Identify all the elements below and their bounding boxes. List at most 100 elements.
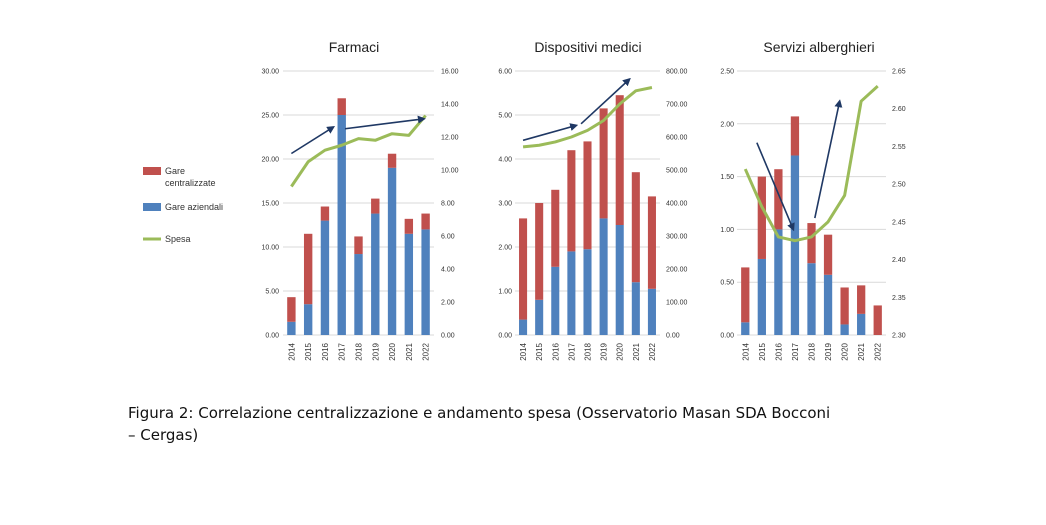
chart-title: Dispositivi medici — [534, 39, 641, 55]
spesa-line — [743, 84, 879, 243]
bar-gare-aziendali — [551, 266, 560, 335]
trend-arrow — [756, 142, 795, 232]
chart-dispositivi-medici: Dispositivi medici 0.00 1.00 2.00 3.00 4.00 5.… — [498, 39, 687, 361]
left-axis-tick-label: 0.50 — [720, 280, 734, 287]
left-axis-tick-label: 0.00 — [498, 333, 512, 340]
legend-label: Spesa — [165, 234, 191, 244]
legend-label: centralizzate — [165, 178, 216, 188]
right-axis-tick-label: 2.55 — [892, 144, 906, 151]
right-axis-tick-label: 2.00 — [441, 300, 455, 307]
bar-gare-aziendali — [807, 263, 816, 335]
bar-gare-centralizzate — [599, 108, 608, 219]
right-axis-tick-label: 2.50 — [892, 182, 906, 189]
chart-title: Farmaci — [329, 39, 380, 55]
right-axis-tick-label: 2.45 — [892, 219, 906, 226]
right-axis-tick-label: 0.00 — [441, 333, 455, 340]
right-axis-tick-label: 4.00 — [441, 267, 455, 274]
bar-gare-aziendali — [647, 288, 656, 335]
trend-arrow — [344, 115, 426, 130]
left-axis-tick-label: 25.00 — [261, 113, 279, 120]
right-axis-tick-label: 600.00 — [666, 135, 688, 142]
bar-gare-centralizzate — [354, 236, 363, 255]
legend-label: Gare aziendali — [165, 202, 223, 212]
left-axis-tick-label: 0.00 — [720, 333, 734, 340]
bar-gare-aziendali — [567, 251, 576, 335]
right-axis-tick-label: 2.40 — [892, 257, 906, 264]
bar-gare-centralizzate — [303, 233, 313, 305]
right-axis-tick-label: 700.00 — [666, 102, 688, 109]
x-tick-label: 2017 — [791, 342, 800, 360]
left-axis-tick-label: 2.00 — [498, 245, 512, 252]
bar-gare-aziendali — [599, 218, 608, 335]
x-tick-label: 2015 — [758, 342, 767, 360]
bar-gare-centralizzate — [519, 218, 528, 320]
bar-gare-centralizzate — [404, 218, 414, 234]
bar-gare-centralizzate — [857, 285, 866, 314]
right-axis-tick-label: 500.00 — [666, 168, 688, 175]
bar-gare-centralizzate — [535, 203, 544, 300]
bar-gare-centralizzate — [551, 189, 560, 267]
bar-gare-aziendali — [757, 258, 766, 335]
spesa-line — [290, 114, 427, 188]
x-tick-label: 2017 — [338, 342, 347, 360]
x-tick-label: 2020 — [388, 342, 397, 360]
bar-gare-aziendali — [790, 155, 800, 335]
left-axis-tick-label: 0.00 — [265, 333, 279, 340]
bar-gare-centralizzate — [823, 234, 833, 275]
bar-gare-centralizzate — [421, 213, 430, 230]
left-axis-tick-label: 6.00 — [498, 69, 512, 76]
bar-gare-aziendali — [371, 213, 380, 335]
x-tick-label: 2021 — [405, 342, 414, 360]
bar-gare-centralizzate — [337, 98, 346, 115]
x-tick-label: 2018 — [808, 342, 817, 360]
left-axis-tick-label: 1.00 — [720, 227, 734, 234]
x-tick-label: 2016 — [551, 342, 560, 360]
x-tick-label: 2014 — [519, 342, 528, 360]
x-tick-label: 2020 — [841, 342, 850, 360]
right-axis-tick-label: 300.00 — [666, 234, 688, 241]
x-tick-label: 2016 — [774, 342, 783, 360]
left-axis-tick-label: 2.00 — [720, 121, 734, 128]
trend-arrow — [814, 99, 843, 219]
trend-arrow — [290, 126, 336, 155]
bar-gare-centralizzate — [583, 141, 592, 250]
bar-gare-centralizzate — [387, 153, 397, 168]
bar-gare-aziendali — [535, 299, 544, 335]
right-axis-tick-label: 16.00 — [441, 69, 459, 76]
right-axis-tick-label: 800.00 — [666, 69, 688, 76]
bar-gare-centralizzate — [615, 95, 624, 225]
x-tick-label: 2017 — [567, 342, 576, 360]
bar-gare-centralizzate — [371, 198, 380, 214]
left-axis-tick-label: 4.00 — [498, 157, 512, 164]
x-tick-label: 2019 — [824, 342, 833, 360]
chart-farmaci: Farmaci 0.00 5.00 10.00 15.00 20.00 25.00 30.00… — [261, 39, 458, 361]
x-tick-label: 2015 — [304, 342, 313, 360]
bar-gare-aziendali — [823, 274, 833, 335]
left-axis-tick-label: 5.00 — [265, 289, 279, 296]
trend-arrow — [580, 77, 631, 125]
legend-label: Gare — [165, 166, 185, 176]
bar-gare-centralizzate — [757, 176, 766, 259]
bar-gare-aziendali — [303, 304, 313, 335]
right-axis-tick-label: 2.30 — [892, 333, 906, 340]
legend: Gare centralizzate Gare aziendali Spesa — [143, 166, 223, 244]
right-axis-tick-label: 2.65 — [892, 69, 906, 76]
bar-gare-centralizzate — [873, 305, 882, 335]
left-axis-tick-label: 1.50 — [720, 174, 734, 181]
left-axis-tick-label: 20.00 — [261, 157, 279, 164]
bar-gare-aziendali — [354, 254, 363, 335]
chart-title: Servizi alberghieri — [763, 39, 874, 55]
right-axis-tick-label: 8.00 — [441, 201, 455, 208]
right-axis-tick-label: 400.00 — [666, 201, 688, 208]
figure-caption: Figura 2: Correlazione centralizzazione … — [128, 402, 928, 446]
bar-gare-aziendali — [840, 324, 849, 335]
right-axis-tick-label: 100.00 — [666, 300, 688, 307]
trend-arrow — [522, 123, 579, 142]
right-axis-tick-label: 14.00 — [441, 102, 459, 109]
legend-swatch — [143, 203, 161, 211]
left-axis-tick-label: 3.00 — [498, 201, 512, 208]
bar-gare-centralizzate — [774, 169, 783, 230]
bar-gare-aziendali — [320, 220, 330, 335]
left-axis-tick-label: 10.00 — [261, 245, 279, 252]
x-tick-label: 2021 — [857, 342, 866, 360]
